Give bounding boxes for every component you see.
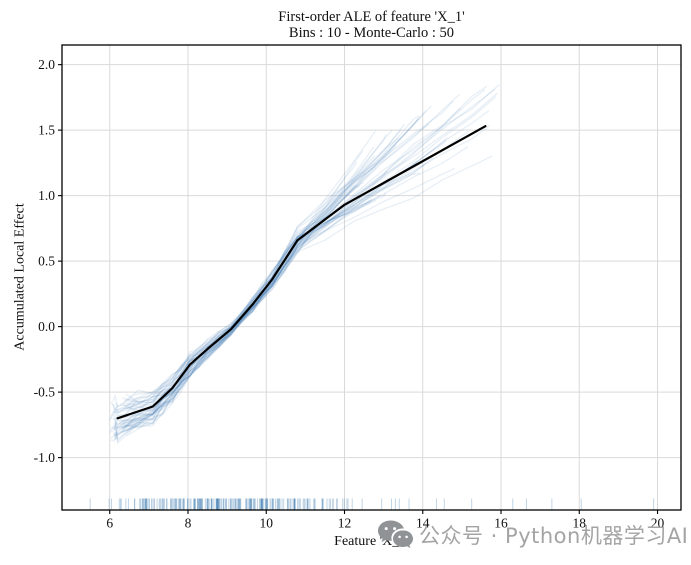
chart-title: First-order ALE of feature 'X_1' Bins : …: [62, 9, 681, 41]
tick-labels: 6 8 10 12 14 16 18 20 -1.0 -0.5 0.0 0.5 1.0 1.5 2.0: [34, 57, 665, 530]
chart-title-line2: Bins : 10 - Monte-Carlo : 50: [288, 24, 455, 41]
grid-lines: [62, 45, 681, 510]
y-tick-label: 1.5: [38, 123, 55, 138]
x-tick-label: 6: [106, 516, 113, 531]
tick-marks: [58, 64, 659, 514]
rug-plot: [89, 498, 655, 510]
y-tick-label: 0.5: [38, 254, 55, 269]
x-tick-label: 10: [259, 516, 273, 531]
x-tick-label: 14: [416, 516, 430, 531]
axes-spines: [61, 44, 682, 511]
mean-ale-line: [116, 125, 487, 420]
y-tick-label: 2.0: [38, 57, 55, 72]
y-tick-label: 1.0: [38, 188, 55, 203]
y-axis-label: Accumulated Local Effect: [12, 203, 28, 351]
wechat-icon: [378, 520, 413, 549]
y-tick-label: -1.0: [34, 450, 56, 465]
y-tick-label: 0.0: [38, 319, 55, 334]
chart-title-line1: First-order ALE of feature 'X_1': [278, 9, 465, 25]
watermark: 公众号 · Python机器学习AI: [376, 518, 688, 552]
watermark-text: 公众号 · Python机器学习AI: [419, 524, 689, 548]
x-tick-label: 20: [651, 516, 665, 531]
x-tick-label: 16: [494, 516, 508, 531]
x-tick-label: 12: [338, 516, 352, 531]
y-tick-label: -0.5: [34, 385, 56, 400]
x-tick-label: 18: [573, 516, 587, 531]
x-tick-label: 8: [185, 516, 192, 531]
